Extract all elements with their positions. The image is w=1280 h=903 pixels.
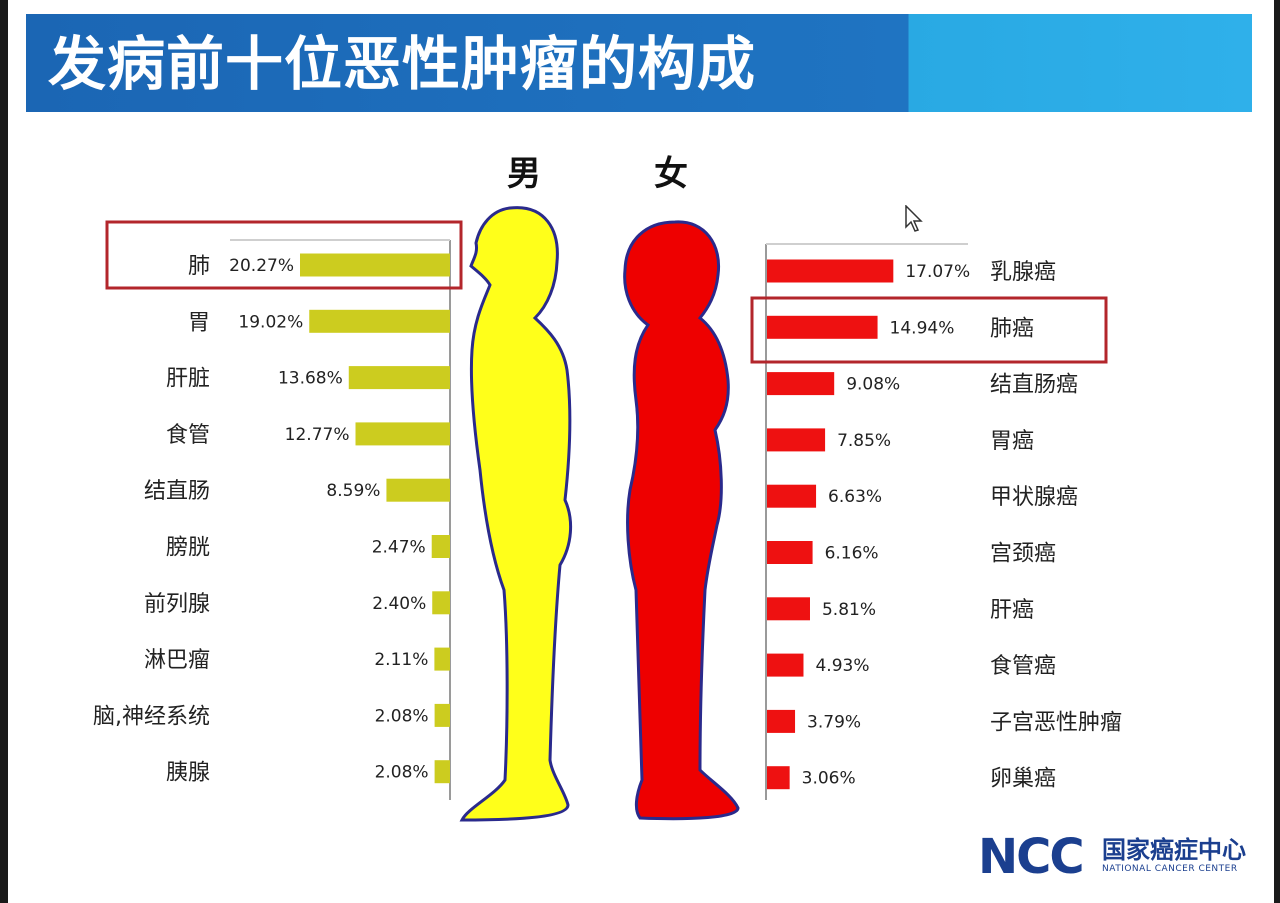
- title-banner: [26, 14, 1252, 112]
- logo-name-cn: 国家癌症中心: [1102, 836, 1246, 864]
- male-category-label: 肺: [188, 254, 210, 279]
- male-value-label: 2.40%: [372, 594, 426, 614]
- male-figure: [459, 206, 573, 822]
- slide-title: 发病前十位恶性肿瘤的构成: [48, 30, 757, 98]
- female-value-label: 9.08%: [846, 375, 900, 395]
- male-category-label: 膀胱: [166, 536, 210, 561]
- female-category-label: 乳腺癌: [990, 260, 1056, 285]
- female-highlight-box: [750, 296, 1108, 364]
- female-bar: [767, 259, 894, 283]
- female-category-label: 子宫恶性肿瘤: [990, 710, 1122, 735]
- female-bar: [767, 653, 804, 677]
- female-category-label: 卵巢癌: [990, 767, 1056, 792]
- male-bar: [434, 647, 450, 671]
- male-category-label: 胃: [188, 310, 210, 335]
- female-value-label: 5.81%: [822, 600, 876, 620]
- female-value-label: 14.94%: [890, 318, 955, 338]
- male-value-label: 2.08%: [375, 706, 429, 726]
- male-bar: [355, 422, 450, 446]
- male-bar: [348, 366, 450, 390]
- male-value-label: 19.02%: [238, 312, 303, 332]
- male-bar: [386, 478, 450, 502]
- female-value-label: 6.16%: [825, 544, 879, 564]
- male-value-label: 12.77%: [285, 425, 350, 445]
- female-category-label: 胃癌: [990, 429, 1034, 454]
- male-value-label: 13.68%: [278, 369, 343, 389]
- male-category-label: 脑,神经系统: [93, 704, 210, 729]
- logo-mark: NCC: [978, 829, 1085, 885]
- female-bar: [767, 766, 790, 790]
- female-category-label: 结直肠癌: [990, 373, 1078, 398]
- ncc-logo: NCC 国家癌症中心 NATIONAL CANCER CENTER: [978, 832, 1268, 882]
- male-bar: [432, 591, 450, 615]
- male-highlight-box: [105, 220, 463, 290]
- female-category-label: 肺癌: [990, 316, 1034, 341]
- right-frame-border: [1274, 0, 1280, 903]
- male-bar: [300, 253, 450, 277]
- female-value-label: 3.06%: [802, 769, 856, 789]
- female-bar: [767, 484, 817, 508]
- female-value-label: 3.79%: [807, 712, 861, 732]
- female-bar: [767, 315, 878, 339]
- female-bar: [767, 709, 796, 733]
- female-category-label: 食管癌: [990, 654, 1056, 679]
- logo-name-en: NATIONAL CANCER CENTER: [1102, 864, 1238, 874]
- female-value-label: 17.07%: [905, 262, 970, 282]
- male-value-label: 2.11%: [374, 650, 428, 670]
- female-value-label: 4.93%: [815, 656, 869, 676]
- female-value-label: 6.63%: [828, 487, 882, 507]
- female-category-label: 肝癌: [990, 598, 1034, 623]
- female-figure: [623, 220, 740, 821]
- male-category-label: 食管: [166, 423, 210, 448]
- female-category-label: 甲状腺癌: [990, 485, 1078, 510]
- mouse-pointer-icon: [905, 205, 923, 232]
- male-category-label: 前列腺: [144, 592, 210, 617]
- male-bar: [309, 309, 450, 333]
- male-category-label: 肝脏: [166, 367, 210, 392]
- left-frame-border: [0, 0, 8, 903]
- male-value-label: 20.27%: [229, 256, 294, 276]
- female-value-label: 7.85%: [837, 431, 891, 451]
- female-bar: [767, 372, 835, 396]
- male-value-label: 2.08%: [375, 763, 429, 783]
- male-bar: [431, 535, 450, 558]
- male-category-label: 结直肠: [144, 479, 210, 504]
- male-heading: 男: [507, 154, 541, 194]
- male-value-label: 8.59%: [326, 481, 380, 501]
- female-bar: [767, 541, 813, 564]
- female-bar: [767, 428, 826, 452]
- male-value-label: 2.47%: [372, 538, 426, 558]
- male-category-label: 淋巴瘤: [144, 648, 210, 673]
- male-category-label: 胰腺: [166, 761, 210, 786]
- female-bar: [767, 597, 810, 621]
- female-heading: 女: [654, 154, 688, 194]
- male-bar: [434, 760, 450, 784]
- male-bar: [434, 703, 450, 727]
- female-category-label: 宫颈癌: [990, 542, 1056, 567]
